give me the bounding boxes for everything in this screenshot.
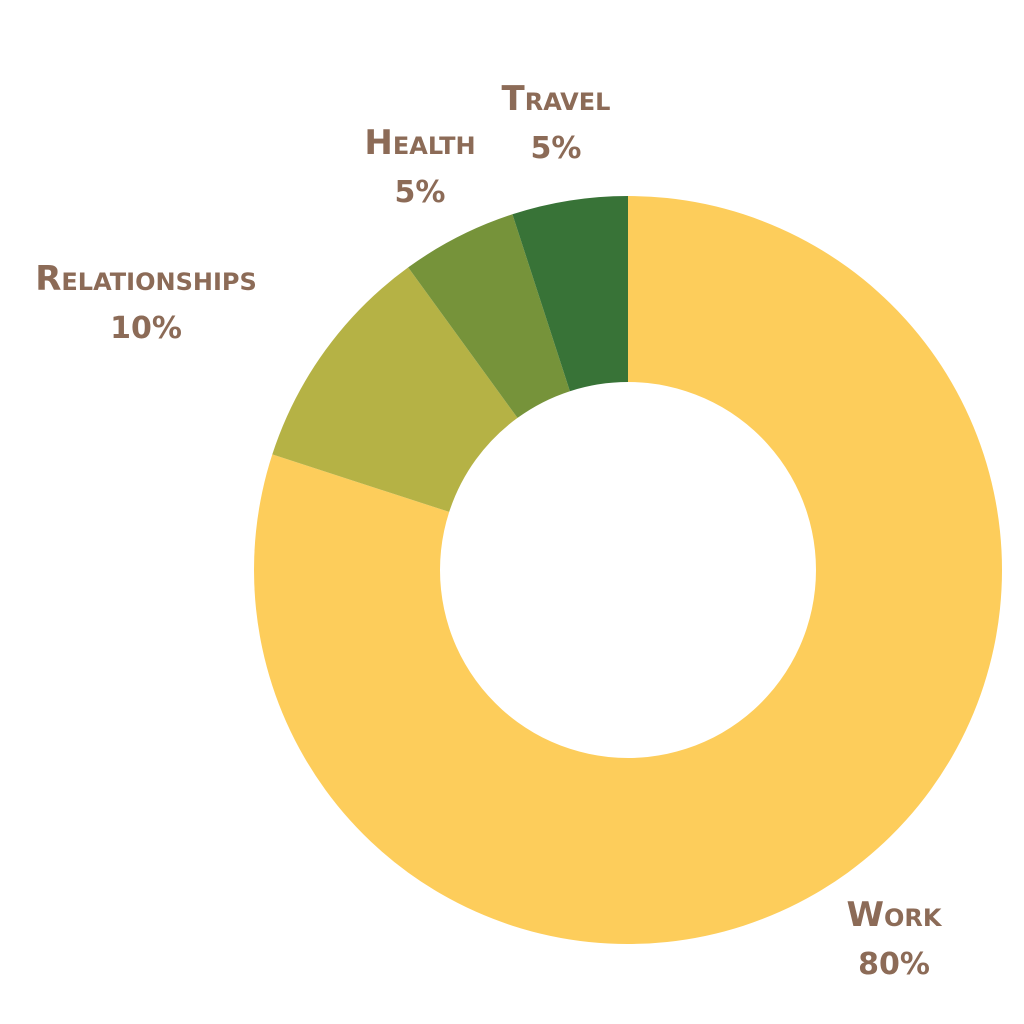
slice-name: Work <box>847 895 943 935</box>
slice-name: Travel <box>502 79 611 119</box>
slice-name: Health <box>364 123 475 163</box>
slice-percent: 5% <box>531 131 582 166</box>
slice-percent: 80% <box>858 947 930 982</box>
slice-label-health: Health 5% <box>364 123 475 210</box>
slice-relationships <box>272 267 518 512</box>
slice-label-relationships: Relationships 10% <box>35 259 257 346</box>
slice-percent: 5% <box>395 175 446 210</box>
slice-label-travel: Travel 5% <box>502 79 611 166</box>
slice-health <box>408 214 570 418</box>
slice-percent: 10% <box>110 311 182 346</box>
slice-label-work: Work 80% <box>847 895 943 982</box>
slice-travel <box>512 196 628 392</box>
slice-labels: Work 80% Relationships 10% Health 5% Travel 5% <box>35 79 943 982</box>
donut-slices <box>254 196 1003 945</box>
slice-work <box>254 196 1003 945</box>
slice-name: Relationships <box>35 259 257 299</box>
